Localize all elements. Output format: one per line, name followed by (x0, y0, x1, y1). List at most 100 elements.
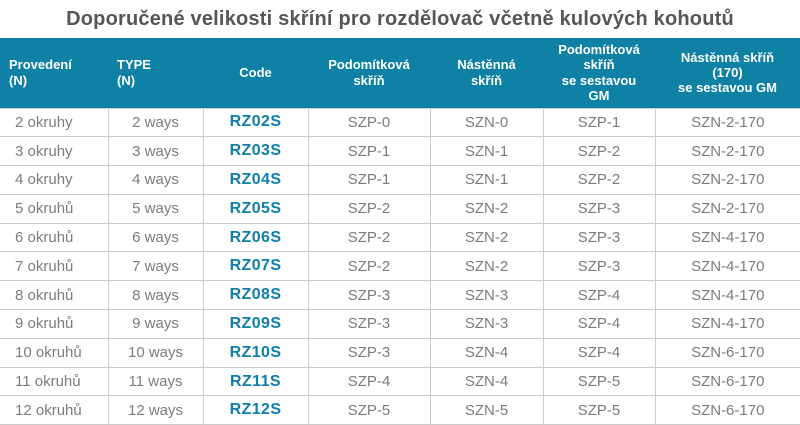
podomitkova-skrin-cell: SZP-2 (307, 251, 430, 281)
code-cell: RZ04S (202, 165, 308, 195)
code-cell: RZ02S (202, 107, 308, 137)
table-row: 11 okruhů 11 ways RZ11S SZP-4 SZN-4 SZP-5 SZN-… (0, 366, 800, 396)
podomitkova-skrin-cell: SZP-4 (307, 366, 430, 396)
nastenna-skrin-cell: SZN-4 (429, 366, 543, 396)
table-row: 12 okruhů 12 ways RZ12S SZP-5 SZN-5 SZP-5 SZN-… (0, 395, 800, 425)
type-cell: 2 ways (107, 107, 203, 137)
provedeni-cell: 5 okruhů (0, 193, 108, 224)
code-cell: RZ08S (202, 280, 308, 310)
code-cell: RZ11S (202, 366, 308, 396)
podomitkova-skrin-cell: SZP-5 (307, 395, 430, 425)
nastenna-skrin-170-se-sestavou-gm-cell: SZN-2-170 (654, 193, 800, 224)
code-cell: RZ05S (202, 193, 308, 224)
podomitkova-skrin-se-sestavou-gm-cell: SZP-3 (542, 251, 655, 281)
nastenna-skrin-cell: SZN-3 (429, 280, 543, 310)
podomitkova-skrin-se-sestavou-gm-cell: SZP-4 (542, 280, 655, 310)
column-header-podomitkova-skrin-gm: Podomítková skříň se sestavou GM (543, 38, 655, 108)
type-cell: 3 ways (107, 136, 203, 166)
podomitkova-skrin-se-sestavou-gm-cell: SZP-5 (542, 395, 655, 425)
podomitkova-skrin-se-sestavou-gm-cell: SZP-2 (542, 165, 655, 195)
code-cell: RZ03S (202, 136, 308, 166)
nastenna-skrin-170-se-sestavou-gm-cell: SZN-4-170 (654, 222, 800, 252)
podomitkova-skrin-cell: SZP-1 (307, 165, 430, 195)
code-cell: RZ07S (202, 251, 308, 281)
podomitkova-skrin-se-sestavou-gm-cell: SZP-4 (542, 309, 655, 339)
podomitkova-skrin-cell: SZP-2 (307, 193, 430, 224)
type-cell: 11 ways (107, 366, 203, 396)
code-cell: RZ06S (202, 222, 308, 252)
nastenna-skrin-170-se-sestavou-gm-cell: SZN-2-170 (654, 107, 800, 137)
type-cell: 6 ways (107, 222, 203, 252)
nastenna-skrin-170-se-sestavou-gm-cell: SZN-6-170 (654, 366, 800, 396)
podomitkova-skrin-se-sestavou-gm-cell: SZP-5 (542, 366, 655, 396)
table-row: 7 okruhů 7 ways RZ07S SZP-2 SZN-2 SZP-3 SZN-4-… (0, 251, 800, 281)
podomitkova-skrin-cell: SZP-0 (307, 107, 430, 137)
provedeni-cell: 4 okruhy (0, 165, 108, 195)
provedeni-cell: 2 okruhy (0, 107, 108, 137)
cabinet-size-table: Provedení (N) TYPE (N) Code Podomítková … (0, 38, 800, 425)
table-row: 6 okruhů 6 ways RZ06S SZP-2 SZN-2 SZP-3 SZN-4-… (0, 222, 800, 252)
table-row: 3 okruhy 3 ways RZ03S SZP-1 SZN-1 SZP-2 SZN-2-… (0, 136, 800, 166)
provedeni-cell: 12 okruhů (0, 395, 108, 425)
provedeni-cell: 7 okruhů (0, 251, 108, 281)
type-cell: 12 ways (107, 395, 203, 425)
podomitkova-skrin-se-sestavou-gm-cell: SZP-3 (542, 193, 655, 224)
podomitkova-skrin-se-sestavou-gm-cell: SZP-4 (542, 337, 655, 368)
nastenna-skrin-cell: SZN-5 (429, 395, 543, 425)
podomitkova-skrin-cell: SZP-3 (307, 309, 430, 339)
column-header-code: Code (203, 38, 308, 108)
provedeni-cell: 3 okruhy (0, 136, 108, 166)
nastenna-skrin-170-se-sestavou-gm-cell: SZN-4-170 (654, 251, 800, 281)
podomitkova-skrin-cell: SZP-3 (307, 337, 430, 368)
table-body: 2 okruhy 2 ways RZ02S SZP-0 SZN-0 SZP-1 SZN-2-… (0, 107, 800, 425)
title-bar: Doporučené velikosti skříní pro rozdělov… (0, 0, 800, 38)
nastenna-skrin-cell: SZN-1 (429, 136, 543, 166)
column-header-nastenna-skrin: Nástěnná skříň (430, 38, 543, 108)
page-title: Doporučené velikosti skříní pro rozdělov… (66, 7, 734, 30)
column-header-nastenna-skrin-170-gm: Nástěnná skříň (170) se sestavou GM (655, 38, 800, 108)
nastenna-skrin-cell: SZN-2 (429, 222, 543, 252)
nastenna-skrin-cell: SZN-3 (429, 309, 543, 339)
nastenna-skrin-cell: SZN-1 (429, 165, 543, 195)
nastenna-skrin-cell: SZN-0 (429, 107, 543, 137)
nastenna-skrin-170-se-sestavou-gm-cell: SZN-2-170 (654, 165, 800, 195)
nastenna-skrin-170-se-sestavou-gm-cell: SZN-2-170 (654, 136, 800, 166)
column-header-type: TYPE (N) (108, 38, 203, 108)
type-cell: 9 ways (107, 309, 203, 339)
podomitkova-skrin-se-sestavou-gm-cell: SZP-2 (542, 136, 655, 166)
podomitkova-skrin-se-sestavou-gm-cell: SZP-3 (542, 222, 655, 252)
nastenna-skrin-cell: SZN-2 (429, 193, 543, 224)
type-cell: 5 ways (107, 193, 203, 224)
nastenna-skrin-170-se-sestavou-gm-cell: SZN-6-170 (654, 337, 800, 368)
column-header-podomitkova-skrin: Podomítková skříň (308, 38, 430, 108)
podomitkova-skrin-cell: SZP-1 (307, 136, 430, 166)
nastenna-skrin-170-se-sestavou-gm-cell: SZN-6-170 (654, 395, 800, 425)
provedeni-cell: 10 okruhů (0, 337, 108, 368)
type-cell: 10 ways (107, 337, 203, 368)
type-cell: 4 ways (107, 165, 203, 195)
code-cell: RZ10S (202, 337, 308, 368)
table-row: 2 okruhy 2 ways RZ02S SZP-0 SZN-0 SZP-1 SZN-2-… (0, 107, 800, 137)
podomitkova-skrin-cell: SZP-3 (307, 280, 430, 310)
code-cell: RZ09S (202, 309, 308, 339)
table-row: 8 okruhů 8 ways RZ08S SZP-3 SZN-3 SZP-4 SZN-4-… (0, 280, 800, 310)
provedeni-cell: 8 okruhů (0, 280, 108, 310)
table-row: 5 okruhů 5 ways RZ05S SZP-2 SZN-2 SZP-3 SZN-2-… (0, 193, 800, 224)
type-cell: 7 ways (107, 251, 203, 281)
podomitkova-skrin-cell: SZP-2 (307, 222, 430, 252)
table-row: 9 okruhů 9 ways RZ09S SZP-3 SZN-3 SZP-4 SZN-4-… (0, 309, 800, 339)
provedeni-cell: 11 okruhů (0, 366, 108, 396)
column-header-provedeni: Provedení (N) (0, 38, 108, 108)
nastenna-skrin-cell: SZN-4 (429, 337, 543, 368)
type-cell: 8 ways (107, 280, 203, 310)
table-row: 4 okruhy 4 ways RZ04S SZP-1 SZN-1 SZP-2 SZN-2-… (0, 165, 800, 195)
nastenna-skrin-170-se-sestavou-gm-cell: SZN-4-170 (654, 309, 800, 339)
table-header: Provedení (N) TYPE (N) Code Podomítková … (0, 38, 800, 108)
nastenna-skrin-cell: SZN-2 (429, 251, 543, 281)
provedeni-cell: 6 okruhů (0, 222, 108, 252)
nastenna-skrin-170-se-sestavou-gm-cell: SZN-4-170 (654, 280, 800, 310)
table-row: 10 okruhů 10 ways RZ10S SZP-3 SZN-4 SZP-4 SZN-… (0, 337, 800, 368)
provedeni-cell: 9 okruhů (0, 309, 108, 339)
podomitkova-skrin-se-sestavou-gm-cell: SZP-1 (542, 107, 655, 137)
